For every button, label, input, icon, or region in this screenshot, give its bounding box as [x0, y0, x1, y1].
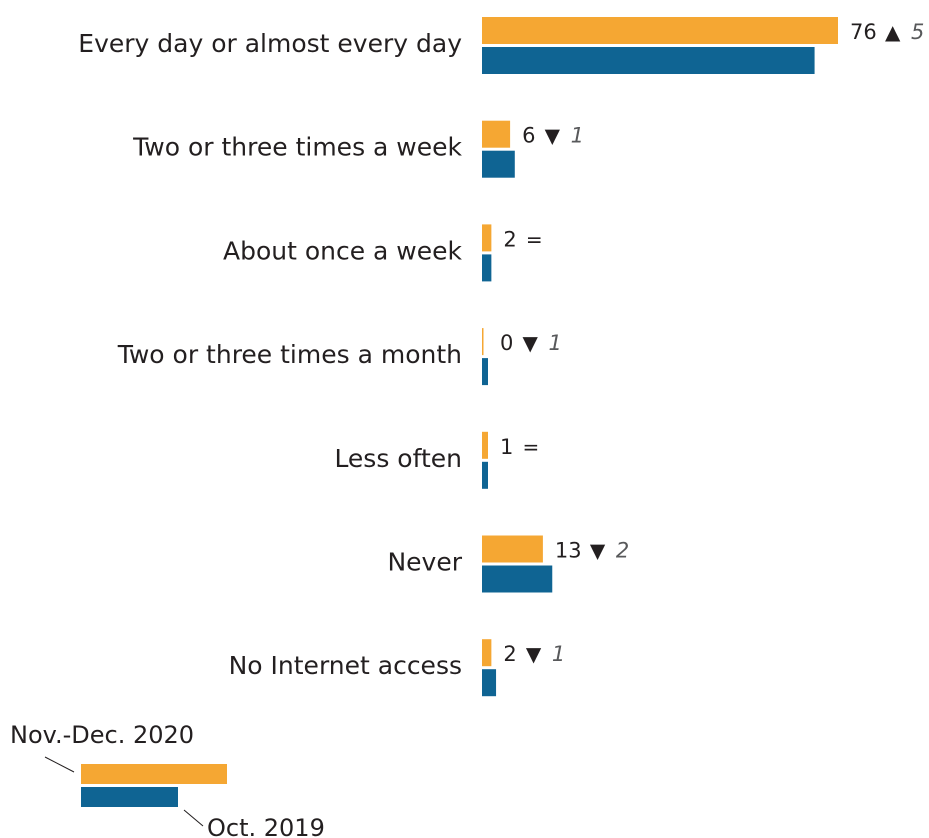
change-amount-two-or-three-times-a-month: 1	[549, 331, 562, 355]
value-label-every-day-or-almost-every-day: 76	[850, 20, 877, 44]
row-every-day-or-almost-every-day: Every day or almost every day 76 ▲ 5	[78, 17, 924, 74]
bar-2020-no-internet-access	[482, 639, 492, 667]
category-label-never: Never	[387, 548, 462, 577]
change-up-icon-every-day-or-almost-every-day: ▲	[885, 20, 901, 44]
row-no-internet-access: No Internet access 2 ▼ 1	[229, 639, 565, 697]
legend-leader-oct-2019	[183, 809, 204, 827]
legend-label-nov-dec-2020: Nov.-Dec. 2020	[10, 721, 194, 749]
legend-swatch-nov-dec-2020	[81, 764, 227, 784]
value-label-about-once-a-week: 2	[503, 227, 516, 251]
bar-2020-two-or-three-times-a-week	[482, 120, 511, 148]
bar-2019-two-or-three-times-a-week	[482, 150, 515, 178]
change-same-icon-about-once-a-week: =	[526, 227, 543, 251]
category-label-two-or-three-times-a-week: Two or three times a week	[132, 133, 462, 162]
value-label-less-often: 1	[500, 435, 513, 459]
legend: Nov.-Dec. 2020 Oct. 2019	[10, 721, 325, 838]
row-two-or-three-times-a-week: Two or three times a week 6 ▼ 1	[132, 120, 584, 178]
category-label-every-day-or-almost-every-day: Every day or almost every day	[78, 29, 462, 58]
change-same-icon-less-often: =	[523, 435, 540, 459]
bar-2020-never	[482, 535, 543, 563]
bar-2020-less-often	[482, 431, 488, 459]
row-less-often: Less often 1 =	[334, 431, 540, 489]
change-amount-two-or-three-times-a-week: 1	[571, 124, 584, 148]
bar-2019-two-or-three-times-a-month	[482, 358, 488, 386]
value-label-never: 13	[555, 539, 582, 563]
bar-2020-about-once-a-week	[482, 224, 492, 252]
change-down-icon-two-or-three-times-a-month: ▼	[523, 331, 539, 355]
category-label-about-once-a-week: About once a week	[223, 236, 463, 265]
legend-swatch-oct-2019	[81, 787, 178, 807]
change-amount-every-day-or-almost-every-day: 5	[911, 20, 924, 44]
change-amount-never: 2	[616, 539, 629, 563]
row-two-or-three-times-a-month: Two or three times a month 0 ▼ 1	[117, 328, 562, 386]
value-label-no-internet-access: 2	[503, 642, 516, 666]
bar-2019-never	[482, 565, 553, 593]
legend-leader-nov-dec-2020	[44, 756, 75, 773]
category-label-less-often: Less often	[334, 444, 462, 473]
value-label-two-or-three-times-a-month: 0	[500, 331, 513, 355]
category-label-no-internet-access: No Internet access	[229, 651, 462, 680]
row-never: Never 13 ▼ 2	[387, 535, 629, 593]
bar-2019-about-once-a-week	[482, 254, 492, 282]
change-down-icon-two-or-three-times-a-week: ▼	[545, 124, 561, 148]
category-label-two-or-three-times-a-month: Two or three times a month	[117, 340, 462, 369]
row-about-once-a-week: About once a week 2 =	[223, 224, 543, 282]
legend-label-oct-2019: Oct. 2019	[207, 814, 325, 838]
change-down-icon-no-internet-access: ▼	[526, 642, 542, 666]
bar-2020-two-or-three-times-a-month	[482, 328, 484, 356]
chart-rows: Every day or almost every day 76 ▲ 5 Two or …	[78, 17, 924, 697]
change-down-icon-never: ▼	[590, 539, 606, 563]
bar-2019-no-internet-access	[482, 669, 497, 697]
bar-2019-less-often	[482, 461, 488, 489]
value-label-two-or-three-times-a-week: 6	[522, 124, 535, 148]
bar-2020-every-day-or-almost-every-day	[482, 17, 838, 44]
change-amount-no-internet-access: 1	[552, 642, 565, 666]
bar-2019-every-day-or-almost-every-day	[482, 47, 815, 74]
